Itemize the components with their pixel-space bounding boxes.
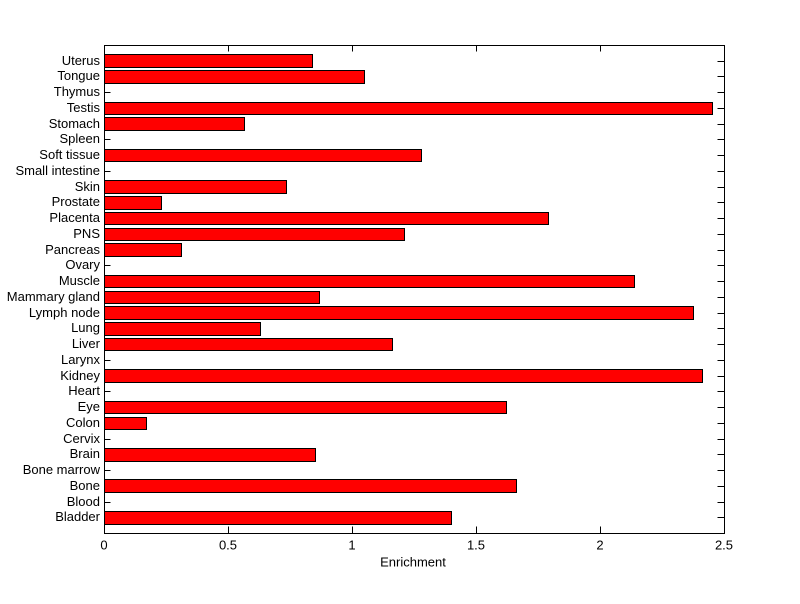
svg-text:0: 0 [100, 538, 107, 553]
svg-text:Lymph node: Lymph node [29, 305, 100, 320]
svg-text:Bone marrow: Bone marrow [23, 462, 101, 477]
svg-text:1: 1 [348, 538, 355, 553]
svg-text:Placenta: Placenta [49, 210, 100, 225]
svg-text:Colon: Colon [66, 415, 100, 430]
svg-text:2: 2 [596, 538, 603, 553]
svg-text:Enrichment: Enrichment [380, 555, 446, 570]
svg-text:Ovary: Ovary [65, 257, 100, 272]
svg-text:Small intestine: Small intestine [15, 163, 100, 178]
svg-text:Skin: Skin [75, 179, 100, 194]
svg-text:Thymus: Thymus [54, 84, 101, 99]
svg-text:Prostate: Prostate [52, 194, 100, 209]
svg-text:Soft tissue: Soft tissue [39, 147, 100, 162]
svg-text:Blood: Blood [67, 494, 100, 509]
svg-text:Brain: Brain [70, 446, 100, 461]
svg-text:Pancreas: Pancreas [45, 242, 100, 257]
svg-text:Larynx: Larynx [61, 352, 101, 367]
svg-text:Testis: Testis [67, 100, 101, 115]
svg-text:Uterus: Uterus [62, 53, 101, 68]
svg-text:Tongue: Tongue [57, 68, 100, 83]
svg-text:Stomach: Stomach [49, 116, 100, 131]
svg-text:1.5: 1.5 [467, 538, 485, 553]
svg-text:0.5: 0.5 [219, 538, 237, 553]
svg-text:Mammary gland: Mammary gland [7, 289, 100, 304]
svg-text:Lung: Lung [71, 320, 100, 335]
svg-text:PNS: PNS [73, 226, 100, 241]
svg-text:Heart: Heart [68, 383, 100, 398]
svg-text:Bone: Bone [70, 478, 100, 493]
svg-text:Muscle: Muscle [59, 273, 100, 288]
svg-text:Cervix: Cervix [63, 431, 100, 446]
svg-text:Spleen: Spleen [60, 131, 100, 146]
svg-text:2.5: 2.5 [715, 538, 733, 553]
svg-text:Bladder: Bladder [55, 509, 100, 524]
svg-text:Kidney: Kidney [60, 368, 100, 383]
svg-text:Eye: Eye [78, 399, 100, 414]
svg-text:Liver: Liver [72, 336, 101, 351]
